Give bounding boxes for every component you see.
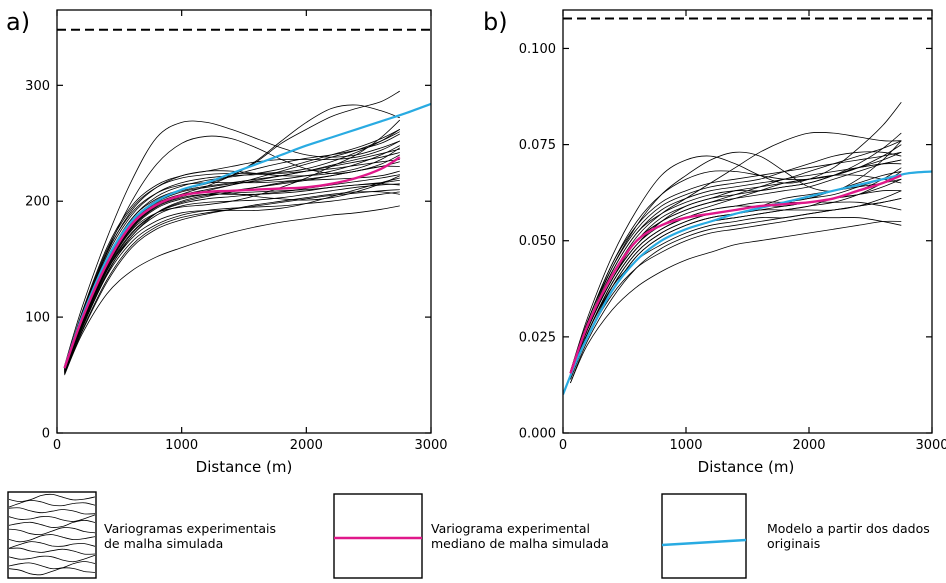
panel-a-label: a) <box>6 8 30 36</box>
legend-simulated-sample-line <box>8 554 96 563</box>
panel-b-plot-area <box>563 17 932 395</box>
panel-a-xtick-label: 3000 <box>414 438 447 453</box>
panel-b-simulated-variogram <box>570 216 902 380</box>
panel-b-ytick-label: 0.100 <box>519 42 556 57</box>
panel-a-simulated-variogram <box>64 104 400 369</box>
panel-b-xtick-label: 0 <box>559 438 567 453</box>
panel-b-simulated-variogram <box>570 102 902 372</box>
panel-a-median-variogram <box>63 156 401 369</box>
panel-a-xtick-label: 0 <box>53 438 61 453</box>
panel-b-model-line <box>563 170 932 395</box>
panel-a-simulated-variogram <box>64 165 400 369</box>
panel-b-simulated-variogram <box>570 171 902 380</box>
panel-a-simulated-variogram <box>64 205 400 376</box>
panel-b-median-variogram <box>569 174 902 374</box>
panel-b-xtick-label: 1000 <box>669 438 702 453</box>
panel-a-ytick-label: 300 <box>25 79 50 94</box>
panel-b-xtick-label: 3000 <box>915 438 946 453</box>
panel-b-ytick-label: 0.000 <box>519 427 556 442</box>
panel-a-ytick-label: 200 <box>25 195 50 210</box>
legend-model-line2: originais <box>767 536 820 551</box>
panel-b-simulated-variogram <box>570 201 902 380</box>
panel-b-simulated-variogram <box>570 140 902 376</box>
panel-a-axes: 0 1000 2000 3000 0 100 200 300 <box>25 9 448 453</box>
legend-simulated-line1: Variogramas experimentais <box>104 521 276 536</box>
legend-simulated-sample-line <box>8 493 96 503</box>
legend-simulated-line2: de malha simulada <box>104 536 223 551</box>
panel-b-ytick-label: 0.025 <box>519 330 556 345</box>
panel-b-simulated-variogram <box>570 151 902 372</box>
panel-a-simulated-variogram <box>64 191 400 375</box>
legend-simulated-sample-line <box>8 519 96 528</box>
legend-simulated-sample-line <box>8 499 96 508</box>
panel-b-ytick-label: 0.050 <box>519 234 556 249</box>
panel-a-simulated-variogram <box>64 183 400 372</box>
panel-a-plot-area <box>57 28 431 376</box>
panel-b-simulated-variogram <box>570 220 902 384</box>
panel-a-simulated-variogram <box>64 189 400 375</box>
legend-simulated-sample-line <box>8 514 96 522</box>
panel-b-frame <box>562 9 933 434</box>
panel-a-simulated-variogram <box>64 183 400 373</box>
panel-a: a) 0 1000 2000 3000 0 100 200 300 Distance (m) <box>6 8 448 476</box>
legend-box-simulated <box>7 491 97 579</box>
legend-simulated-sample-line <box>8 547 96 555</box>
panel-a-xlabel: Distance (m) <box>196 458 293 476</box>
panel-b: b) 0 1000 2000 3000 0.000 0.025 0.050 0.075 0.10… <box>483 8 946 476</box>
legend-item-simulated: Variogramas experimentais de malha simul… <box>7 491 276 579</box>
panel-a-simulated-variogram <box>64 177 400 373</box>
legend-simulated-sample-line <box>8 541 96 549</box>
legend-simulated-sample-line <box>8 507 96 515</box>
panel-b-axes: 0 1000 2000 3000 0.000 0.025 0.050 0.075 0.100 <box>519 9 946 453</box>
panel-a-ytick-label: 100 <box>25 311 50 326</box>
legend-box-model <box>661 493 747 579</box>
panel-a-simulated-variogram <box>64 191 400 373</box>
legend-simulated-sample-line <box>8 534 96 543</box>
panel-a-simulated-variogram <box>64 90 401 371</box>
legend-item-model: Modelo a partir dos dados originais <box>661 493 930 579</box>
panel-b-simulated-variogram <box>570 175 902 376</box>
panel-a-simulated-variogram <box>64 140 400 368</box>
legend-swatch-simulated <box>8 493 96 576</box>
panel-b-ytick-label: 0.075 <box>519 138 556 153</box>
legend-median-line2: mediano de malha simulada <box>431 536 609 551</box>
legend-median-line1: Variograma experimental <box>431 521 590 536</box>
panel-a-xtick-label: 1000 <box>165 438 198 453</box>
panel-a-model-line <box>63 102 431 369</box>
legend-simulated-sample-line <box>8 567 96 576</box>
panel-b-simulated-variogram <box>570 171 902 380</box>
panel-a-simulated-variogram <box>64 175 400 371</box>
legend-swatch-model <box>661 538 747 547</box>
legend-simulated-sample-line <box>8 527 96 536</box>
panel-a-frame <box>56 9 432 434</box>
legend-model-line1: Modelo a partir dos dados <box>767 521 930 536</box>
legend: Variogramas experimentais de malha simul… <box>7 491 930 579</box>
panel-a-simulated-variogram <box>64 174 400 372</box>
panel-b-simulated-variogram <box>570 151 902 372</box>
panel-a-ytick-label: 0 <box>42 427 50 442</box>
legend-item-median: Variograma experimental mediano de malha… <box>333 493 609 579</box>
panel-b-simulated-variogram <box>570 132 902 372</box>
panel-a-xtick-label: 2000 <box>290 438 323 453</box>
panel-b-xlabel: Distance (m) <box>698 458 795 476</box>
panel-b-simulated-variogram <box>570 159 902 376</box>
panel-b-simulated-variogram <box>570 167 902 376</box>
panel-b-label: b) <box>483 8 508 36</box>
legend-simulated-sample-line <box>8 561 96 570</box>
panel-b-xtick-label: 2000 <box>792 438 825 453</box>
legend-box-median <box>333 493 423 579</box>
